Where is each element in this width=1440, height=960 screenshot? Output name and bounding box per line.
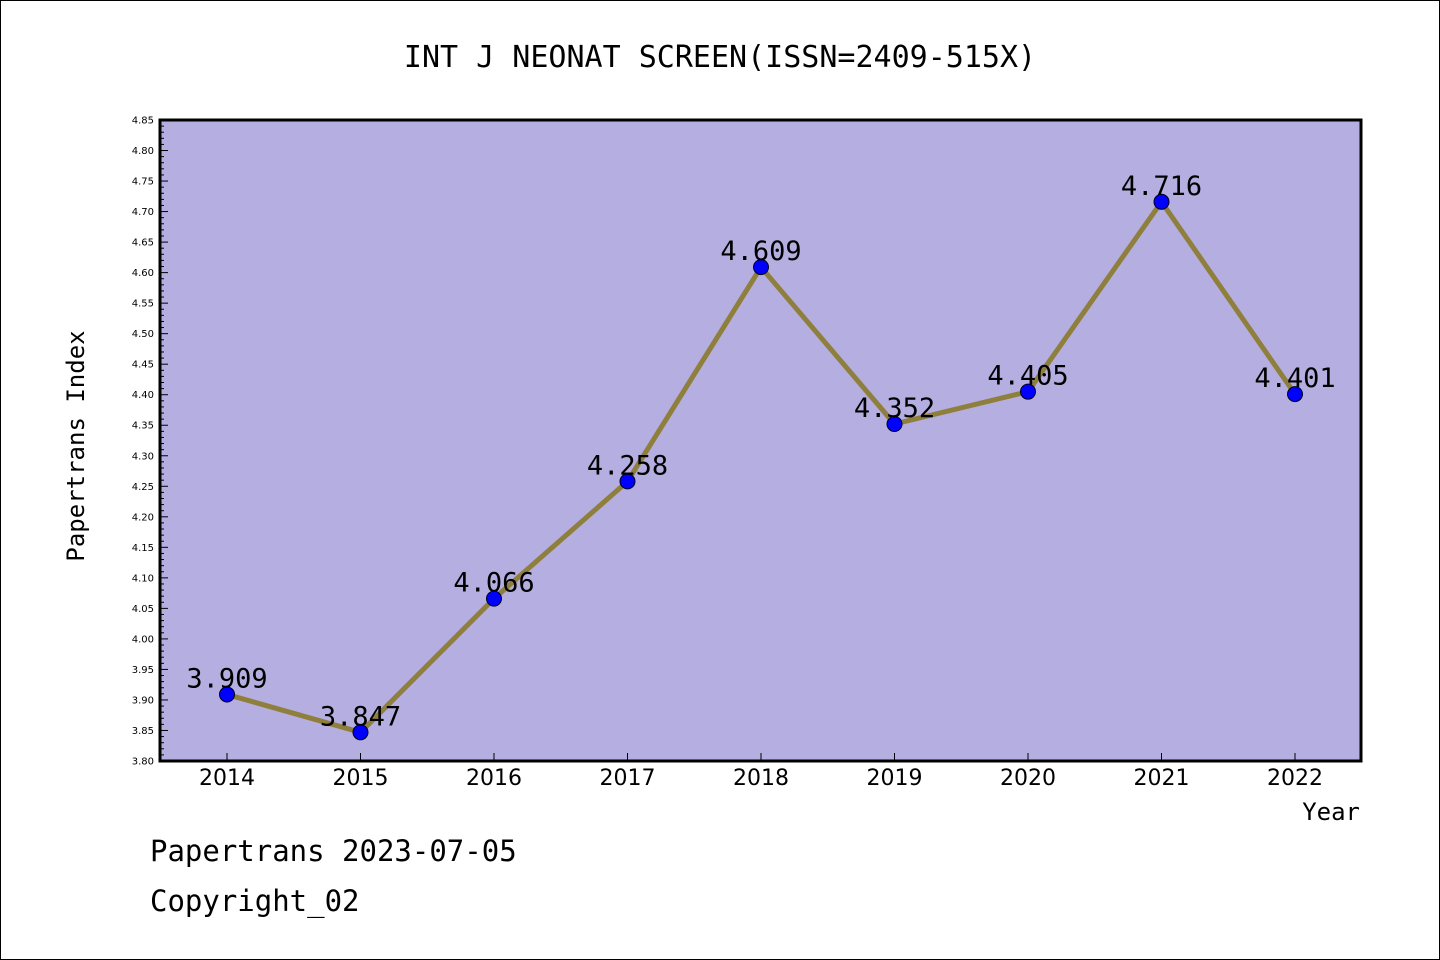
data-point-marker (753, 259, 769, 276)
series-layer: 3.909 3.847 4.066 4.258 4.609 4.352 4.405 4.716… (186, 171, 1336, 741)
y-tick-label: 4.15 (132, 543, 154, 554)
data-point-marker (1287, 386, 1303, 403)
data-label: 3.909 (186, 663, 267, 694)
y-tick-label: 4.70 (132, 207, 154, 218)
y-tick-label: 4.05 (132, 604, 154, 615)
y-tick-label: 4.20 (132, 512, 154, 523)
y-tick-label: 4.40 (132, 390, 154, 401)
plot-area (158, 118, 1363, 763)
data-point-marker (219, 686, 235, 703)
y-tick-label: 4.00 (132, 634, 154, 645)
x-tick-label: 2017 (600, 766, 656, 791)
x-axis-label: Year (1302, 798, 1360, 826)
footer-copyright: Copyright_02 (150, 884, 360, 918)
y-tick-label: 4.80 (132, 146, 154, 157)
y-tick-label: 3.95 (132, 665, 154, 676)
data-label: 4.716 (1121, 171, 1202, 202)
x-tick-label: 2014 (199, 766, 255, 791)
footer-date: Papertrans 2023-07-05 (150, 834, 517, 868)
data-point-marker (486, 590, 502, 607)
data-label: 4.609 (720, 236, 801, 267)
data-label: 4.405 (987, 361, 1068, 392)
y-tick-label: 4.60 (132, 268, 154, 279)
y-tick-label: 4.55 (132, 299, 154, 310)
data-label: 4.401 (1254, 363, 1335, 394)
data-point-marker (619, 473, 636, 490)
y-tick-label: 4.10 (132, 573, 154, 584)
x-tick-label: 2018 (733, 766, 789, 791)
y-tick-label: 3.85 (132, 726, 154, 737)
x-tick-label: 2015 (333, 766, 389, 791)
y-tick-label: 4.75 (132, 177, 154, 188)
x-tick-label: 2021 (1134, 766, 1190, 791)
x-tick-label: 2022 (1267, 766, 1323, 791)
data-point-marker (352, 724, 369, 741)
data-point-marker (1153, 193, 1170, 210)
data-label: 3.847 (320, 701, 401, 732)
y-tick-label: 4.85 (132, 116, 154, 127)
x-tick-label: 2019 (867, 766, 923, 791)
x-tick-label: 2020 (1000, 766, 1056, 791)
y-tick-label: 4.35 (132, 421, 154, 432)
y-tick-label: 3.90 (132, 695, 154, 706)
x-tick-label: 2016 (466, 766, 522, 791)
y-tick-label: 4.45 (132, 360, 154, 371)
data-label: 4.066 (453, 568, 534, 599)
x-axis-ticks: 2014 2015 2016 2017 2018 2019 2020 2021 2022 (199, 753, 1323, 791)
y-axis-ticks: 3.80 3.85 3.90 3.95 4.00 4.05 4.10 4.15 4.20 4.25… (132, 116, 168, 768)
y-tick-label: 4.30 (132, 451, 154, 462)
y-tick-label: 3.80 (132, 757, 154, 768)
y-tick-label: 4.65 (132, 238, 154, 249)
data-label: 4.352 (854, 393, 935, 424)
data-label: 4.258 (587, 450, 668, 481)
chart-title: INT J NEONAT SCREEN(ISSN=2409-515X) (404, 40, 1036, 75)
y-tick-label: 4.50 (132, 329, 154, 340)
data-point-marker (1020, 383, 1036, 400)
data-point-marker (886, 416, 903, 433)
y-axis-label: Papertrans Index (62, 330, 90, 561)
y-tick-label: 4.25 (132, 482, 154, 493)
